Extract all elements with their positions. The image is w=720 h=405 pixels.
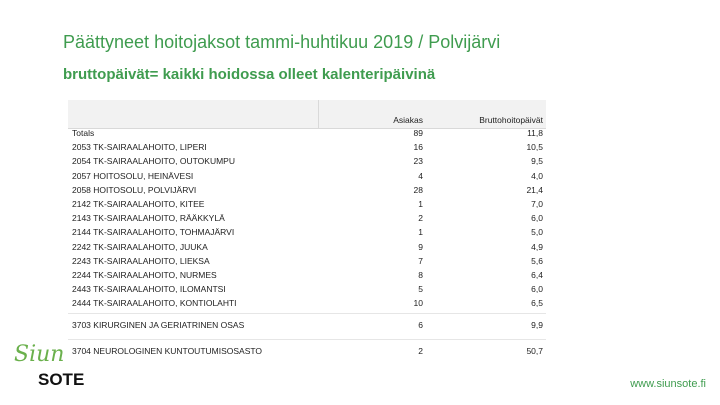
cell-brutto: 21,4 (526, 184, 543, 195)
row-label: 3703 KIRURGINEN JA GERIATRINEN OSAS (72, 320, 245, 330)
cell-brutto: 9,9 (531, 320, 543, 330)
row-label: 2058 HOITOSOLU, POLVIJÄRVI (72, 184, 197, 195)
cell-asiakas: 16 (413, 142, 423, 153)
row-label: 2144 TK-SAIRAALAHOITO, TOHMAJÄRVI (72, 227, 235, 238)
cell-brutto: 10,5 (526, 142, 543, 153)
cell-asiakas: 23 (413, 156, 423, 167)
row-line (68, 339, 546, 340)
cell-asiakas: 4 (418, 170, 423, 181)
subtitle: bruttopäivät= kaikki hoidossa olleet kal… (63, 66, 436, 83)
cell-brutto: 5,0 (531, 227, 543, 238)
row-label: 2142 TK-SAIRAALAHOITO, KITEE (72, 199, 205, 209)
cell-brutto: 7,0 (531, 199, 543, 209)
cell-brutto: 9,5 (531, 156, 543, 167)
row-label: Totals (72, 128, 95, 138)
cell-asiakas: 89 (413, 128, 423, 138)
column-header: Bruttohoitopäivät (479, 115, 543, 125)
title: Päättyneet hoitojaksot tammi-huhtikuu 20… (63, 32, 501, 52)
divider (318, 100, 319, 128)
cell-brutto: 6,0 (531, 284, 543, 295)
cell-asiakas: 1 (418, 227, 423, 238)
cell-brutto: 4,9 (531, 241, 543, 252)
cell-brutto: 50,7 (526, 346, 543, 356)
cell-brutto: 5,6 (531, 255, 543, 266)
logo-bold: SOTE (38, 370, 85, 389)
cell-asiakas: 8 (418, 270, 423, 280)
cell-asiakas: 10 (413, 298, 423, 309)
row-label: 2054 TK-SAIRAALAHOITO, OUTOKUMPU (72, 156, 235, 167)
row-label: 2244 TK-SAIRAALAHOITO, NURMES (72, 270, 217, 280)
cell-brutto: 6,4 (531, 270, 543, 280)
cell-asiakas: 2 (418, 213, 423, 224)
cell-brutto: 11,8 (527, 128, 543, 138)
cell-asiakas: 28 (413, 184, 423, 195)
cell-asiakas: 9 (418, 241, 423, 252)
url[interactable]: www.siunsote.fi (630, 378, 706, 390)
table-header (68, 100, 546, 129)
cell-asiakas: 1 (418, 199, 423, 209)
row-label: 2242 TK-SAIRAALAHOITO, JUUKA (72, 241, 208, 252)
row-label: 2443 TK-SAIRAALAHOITO, ILOMANTSI (72, 284, 226, 295)
column-header: Asiakas (393, 115, 423, 125)
cell-asiakas: 2 (418, 346, 423, 356)
row-label: 2243 TK-SAIRAALAHOITO, LIEKSA (72, 255, 210, 266)
cell-asiakas: 5 (418, 284, 423, 295)
row-line (68, 313, 546, 314)
cell-asiakas: 6 (418, 320, 423, 330)
cell-asiakas: 7 (418, 255, 423, 266)
row-label: 3704 NEUROLOGINEN KUNTOUTUMISOSASTO (72, 346, 263, 356)
row-label: 2444 TK-SAIRAALAHOITO, KONTIOLAHTI (72, 298, 237, 309)
cell-brutto: 6,0 (531, 213, 543, 224)
row-label: 2143 TK-SAIRAALAHOITO, RÄÄKKYLÄ (72, 213, 225, 224)
cell-brutto: 4,0 (531, 170, 543, 181)
row-label: 2053 TK-SAIRAALAHOITO, LIPERI (72, 142, 207, 153)
cell-brutto: 6,5 (531, 298, 543, 309)
row-label: 2057 HOITOSOLU, HEINÄVESI (72, 170, 194, 181)
logo-script: Siun (14, 342, 65, 367)
